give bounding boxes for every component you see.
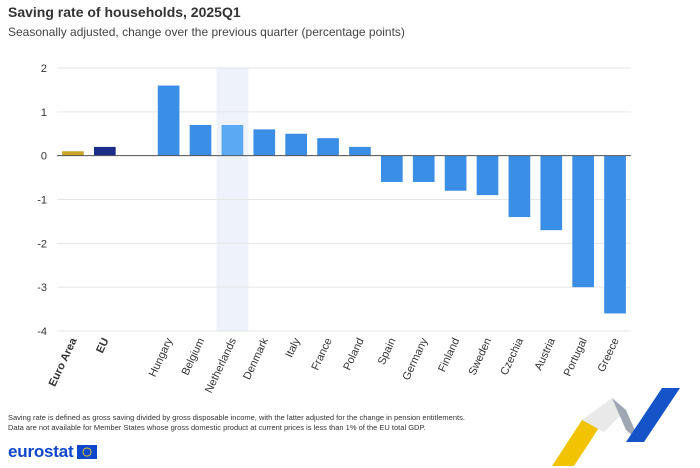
x-tick-label: Belgium	[180, 336, 208, 377]
x-tick-label: France	[309, 336, 334, 372]
bar	[444, 155, 467, 191]
x-tick-label: Euro Area	[47, 335, 80, 388]
x-tick-label: Austria	[533, 335, 559, 372]
brand-name: eurostat	[8, 442, 74, 461]
y-tick-label: -4	[37, 326, 47, 338]
x-tick-label: Finland	[436, 336, 462, 374]
y-tick-label: -1	[37, 195, 47, 207]
bar	[93, 146, 116, 156]
bar	[412, 155, 435, 182]
footnote-definition: Saving rate is defined as gross saving d…	[8, 413, 465, 422]
x-tick-label: Poland	[341, 336, 366, 372]
x-tick-label: Italy	[283, 336, 303, 360]
bar	[604, 155, 626, 314]
y-tick-label: 1	[41, 107, 47, 119]
footnotes: Saving rate is defined as gross saving d…	[8, 413, 508, 432]
bar	[540, 155, 563, 231]
x-tick-label: Czechia	[498, 335, 526, 377]
bar	[508, 155, 531, 218]
x-tick-label: Spain	[376, 336, 399, 367]
footnote-availability: Data are not available for Member States…	[8, 422, 426, 432]
eu-flag-icon	[77, 445, 98, 459]
bar	[349, 146, 371, 156]
eurostat-logo: eurostat	[8, 442, 98, 462]
bar	[189, 124, 212, 156]
x-tick-label: Netherlands	[203, 336, 239, 395]
bar	[221, 124, 244, 156]
x-tick-label: Hungary	[147, 336, 176, 379]
bar	[157, 85, 180, 156]
y-tick-label: -2	[37, 238, 47, 250]
bar	[317, 138, 339, 156]
bar	[253, 129, 276, 156]
x-tick-label: Greece	[596, 336, 622, 374]
x-tick-label: Portugal	[562, 336, 590, 378]
bar	[572, 155, 595, 288]
x-tick-label: EU	[94, 336, 111, 355]
bar	[476, 155, 499, 196]
y-tick-label: 0	[41, 151, 47, 163]
x-tick-label: Germany	[400, 336, 430, 383]
x-tick-label: Sweden	[467, 336, 495, 377]
eurostat-swoosh-icon	[552, 388, 680, 466]
bar	[380, 155, 403, 182]
y-tick-label: -3	[37, 282, 47, 294]
chart-subtitle: Seasonally adjusted, change over the pre…	[8, 25, 405, 39]
bar	[285, 133, 308, 156]
chart-title: Saving rate of households, 2025Q1	[8, 4, 241, 20]
y-tick-label: 2	[41, 63, 47, 75]
x-tick-label: Denmark	[241, 336, 271, 382]
bar	[62, 151, 84, 156]
